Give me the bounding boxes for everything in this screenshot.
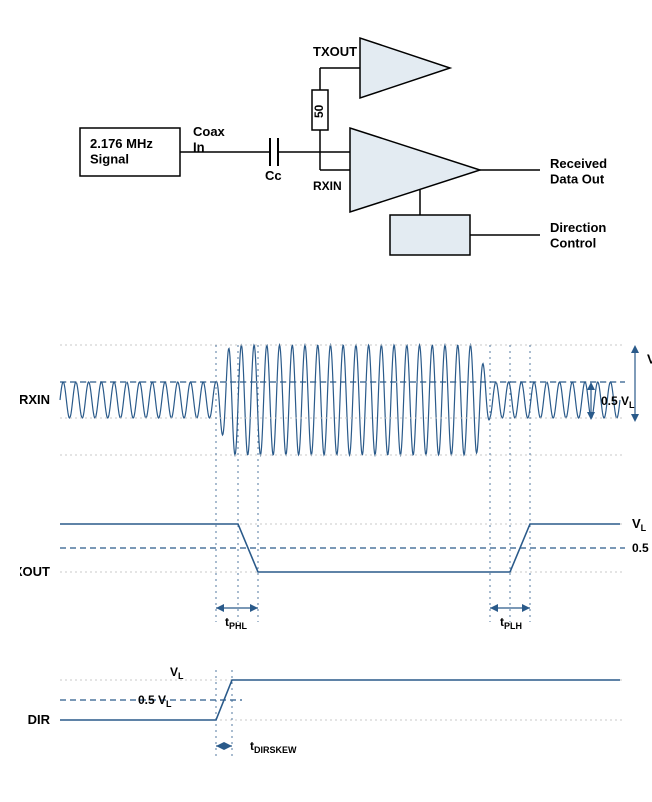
- tdirskew-label: tDIRSKEW: [250, 739, 297, 755]
- resistor-label: 50: [312, 104, 326, 118]
- rxout-halfvl-label: 0.5 VL: [632, 541, 652, 557]
- txout-label: TXOUT: [313, 44, 357, 59]
- rx-data-out-label: ReceivedData Out: [550, 156, 607, 187]
- rxin-pin-label: RXIN: [313, 179, 342, 193]
- direction-control-label: DirectionControl: [550, 220, 606, 251]
- dir-halfvl-label: 0.5 VL: [138, 693, 172, 709]
- tphl-label: tPHL: [225, 615, 248, 631]
- dir-vl-label: VL: [170, 665, 184, 681]
- dir-axis-label: DIR: [28, 712, 51, 727]
- half-vl-rxin-label: 0.5 VL: [601, 394, 635, 410]
- rxout-axis-label: RXOUT: [20, 564, 50, 579]
- tplh-label: tPLH: [500, 615, 522, 631]
- rxin-axis-label: RXIN: [20, 392, 50, 407]
- rxin-waveform: [60, 345, 620, 455]
- tx-amp: [360, 38, 450, 98]
- vpk-label: Vpk: [647, 352, 652, 369]
- coax-label: CoaxIn: [193, 124, 226, 155]
- rx-amp: [350, 128, 480, 212]
- direction-control-box: [390, 215, 470, 255]
- rxout-vl-label: VL: [632, 516, 647, 533]
- cc-label: Cc: [265, 168, 282, 183]
